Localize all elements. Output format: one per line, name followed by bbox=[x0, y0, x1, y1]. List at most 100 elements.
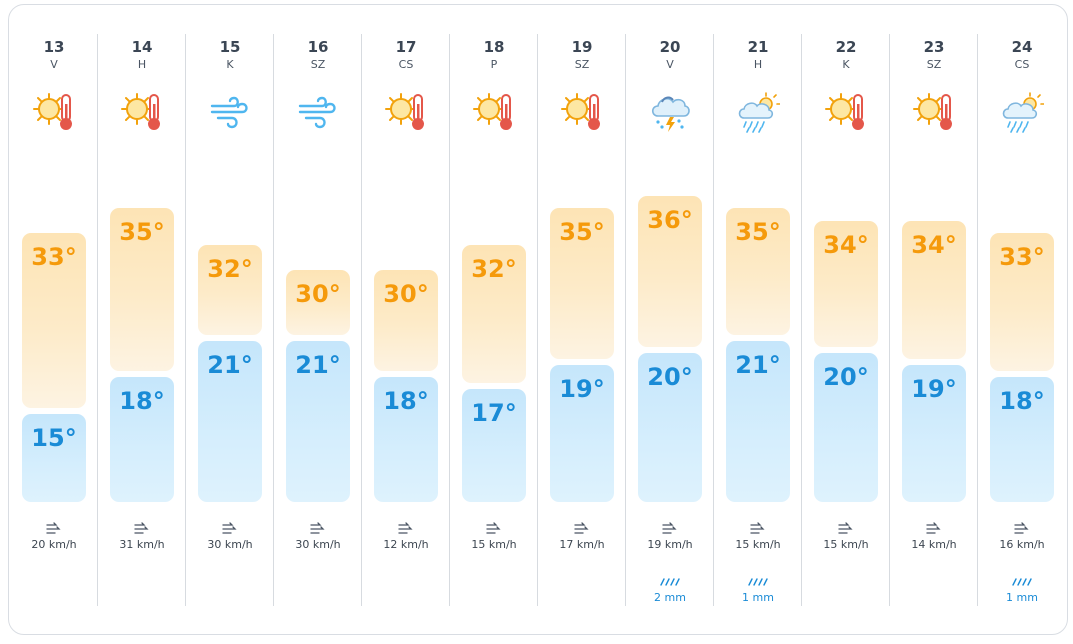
day-column: 16 SZ 30° 21° 30 km/h bbox=[274, 34, 362, 606]
min-temp: 15° bbox=[31, 423, 77, 452]
day-column: 23 SZ 34° 19° 14 km/h bbox=[890, 34, 978, 606]
day-number: 24 bbox=[1011, 38, 1033, 56]
max-temp: 30° bbox=[295, 279, 341, 308]
min-temp: 21° bbox=[735, 350, 781, 379]
max-temp: 33° bbox=[999, 242, 1045, 271]
rain-amount: 1 mm bbox=[1006, 591, 1038, 604]
min-temp-bar: 20° bbox=[638, 352, 702, 502]
max-temp-bar: 35° bbox=[550, 208, 614, 359]
day-weekday: H bbox=[753, 58, 763, 71]
max-temp: 34° bbox=[823, 230, 869, 259]
day-number: 19 bbox=[571, 38, 593, 56]
wind-speed: 12 km/h bbox=[383, 538, 429, 551]
sun-hot-icon bbox=[824, 90, 868, 134]
day-number: 20 bbox=[659, 38, 681, 56]
min-temp: 18° bbox=[383, 387, 429, 416]
max-temp: 35° bbox=[735, 218, 781, 247]
max-temp: 32° bbox=[207, 255, 253, 284]
max-temp: 36° bbox=[647, 206, 693, 235]
wind-icon bbox=[837, 520, 855, 534]
min-temp-bar: 21° bbox=[286, 340, 350, 502]
column-divider bbox=[97, 34, 98, 606]
column-divider bbox=[273, 34, 274, 606]
day-weekday: SZ bbox=[926, 58, 942, 71]
wind-icon bbox=[573, 520, 591, 534]
column-divider bbox=[801, 34, 802, 606]
wind-icon bbox=[208, 90, 252, 134]
day-number: 14 bbox=[131, 38, 153, 56]
min-temp-bar: 18° bbox=[374, 377, 438, 502]
wind-icon bbox=[45, 520, 63, 534]
wind-speed: 31 km/h bbox=[119, 538, 165, 551]
column-divider bbox=[185, 34, 186, 606]
day-number: 17 bbox=[395, 38, 417, 56]
min-temp: 21° bbox=[207, 350, 253, 379]
wind-icon bbox=[1013, 520, 1031, 534]
min-temp: 21° bbox=[295, 350, 341, 379]
day-weekday: H bbox=[137, 58, 147, 71]
min-temp-bar: 18° bbox=[990, 377, 1054, 502]
max-temp: 33° bbox=[31, 242, 77, 271]
day-weekday: CS bbox=[398, 58, 414, 71]
min-temp: 19° bbox=[559, 375, 605, 403]
max-temp-bar: 36° bbox=[638, 196, 702, 347]
wind-icon bbox=[925, 520, 943, 534]
day-weekday: SZ bbox=[310, 58, 326, 71]
min-temp-bar: 21° bbox=[726, 340, 790, 502]
min-temp-bar: 15° bbox=[22, 413, 86, 502]
min-temp: 20° bbox=[647, 362, 693, 391]
max-temp: 32° bbox=[471, 255, 517, 284]
day-column: 13 V 33° 15° 20 km/h bbox=[10, 34, 98, 606]
max-temp-bar: 30° bbox=[286, 269, 350, 335]
day-column: 15 K 32° 21° 30 km/h bbox=[186, 34, 274, 606]
max-temp: 34° bbox=[911, 230, 957, 259]
day-weekday: K bbox=[226, 58, 234, 71]
rain-icon bbox=[1012, 572, 1032, 586]
sun-hot-icon bbox=[32, 90, 76, 134]
column-divider bbox=[977, 34, 978, 606]
min-temp-bar: 17° bbox=[462, 389, 526, 502]
day-column: 22 K 34° 20° 15 km/h bbox=[802, 34, 890, 606]
wind-icon bbox=[133, 520, 151, 534]
day-number: 22 bbox=[835, 38, 857, 56]
sun-hot-icon bbox=[384, 90, 428, 134]
day-column: 21 H 35° 21° 15 km/h 1 mm bbox=[714, 34, 802, 606]
max-temp-bar: 33° bbox=[22, 232, 86, 408]
max-temp-bar: 32° bbox=[198, 245, 262, 335]
day-number: 13 bbox=[43, 38, 65, 56]
wind-speed: 15 km/h bbox=[823, 538, 869, 551]
wind-speed: 15 km/h bbox=[471, 538, 517, 551]
column-divider bbox=[449, 34, 450, 606]
sun-hot-icon bbox=[560, 90, 604, 134]
rain-icon bbox=[660, 572, 680, 586]
max-temp-bar: 33° bbox=[990, 232, 1054, 372]
wind-speed: 15 km/h bbox=[735, 538, 781, 551]
day-column: 14 H 35° 18° 31 km/h bbox=[98, 34, 186, 606]
max-temp-bar: 32° bbox=[462, 245, 526, 384]
max-temp: 35° bbox=[559, 218, 605, 247]
day-column: 17 CS 30° 18° 12 km/h bbox=[362, 34, 450, 606]
wind-speed: 14 km/h bbox=[911, 538, 957, 551]
day-weekday: CS bbox=[1014, 58, 1030, 71]
day-number: 21 bbox=[747, 38, 769, 56]
min-temp: 19° bbox=[911, 375, 957, 403]
wind-speed: 17 km/h bbox=[559, 538, 605, 551]
sun-cloud-rain-icon bbox=[736, 90, 781, 134]
min-temp-bar: 20° bbox=[814, 352, 878, 502]
day-column: 18 P 32° 17° 15 km/h bbox=[450, 34, 538, 606]
min-temp-bar: 18° bbox=[110, 377, 174, 502]
day-weekday: SZ bbox=[574, 58, 590, 71]
column-divider bbox=[537, 34, 538, 606]
sun-hot-icon bbox=[120, 90, 164, 134]
day-weekday: P bbox=[490, 58, 498, 71]
sun-hot-icon bbox=[472, 90, 516, 134]
wind-icon bbox=[485, 520, 503, 534]
day-weekday: V bbox=[50, 58, 58, 71]
wind-icon bbox=[749, 520, 767, 534]
wind-icon bbox=[221, 520, 239, 534]
day-column: 19 SZ 35° 19° 17 km/h bbox=[538, 34, 626, 606]
min-temp: 20° bbox=[823, 362, 869, 391]
wind-speed: 20 km/h bbox=[31, 538, 77, 551]
wind-icon bbox=[397, 520, 415, 534]
max-temp-bar: 34° bbox=[902, 220, 966, 359]
